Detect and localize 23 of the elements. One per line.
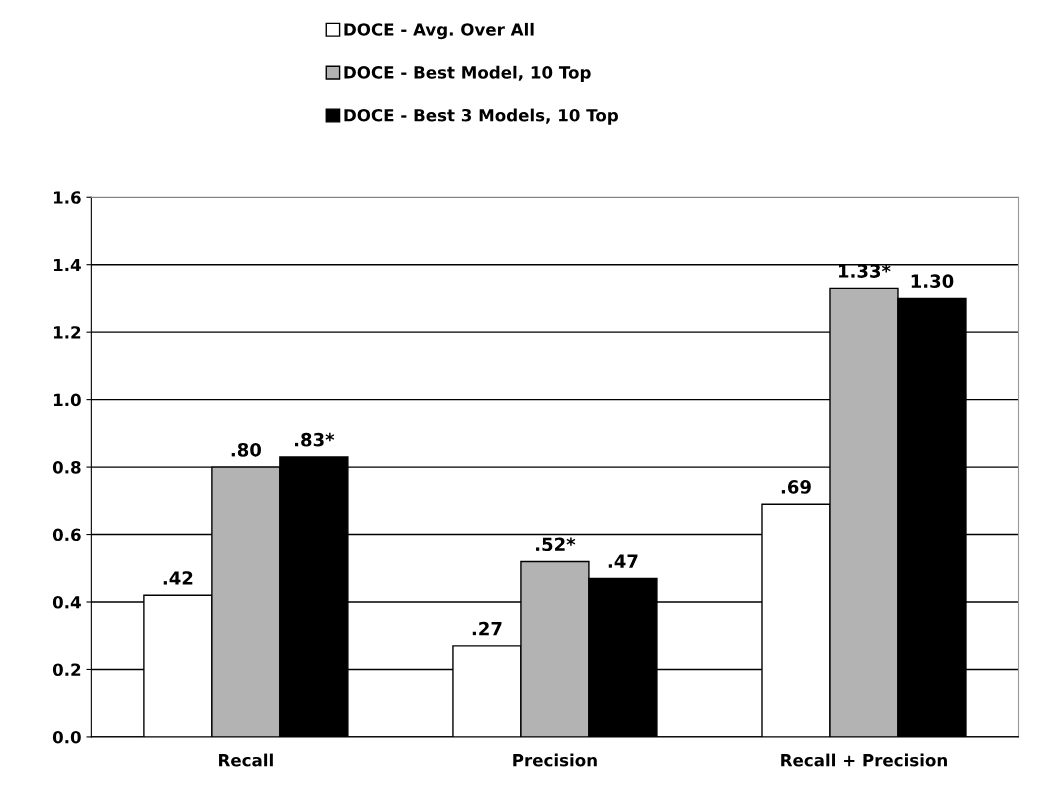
data-label: .52* <box>536 537 576 552</box>
x-tick-label: Precision <box>513 753 597 767</box>
data-label: .80 <box>231 442 261 457</box>
y-tick-label: 1.6 <box>53 191 81 204</box>
x-tick-label: Recall <box>219 753 273 767</box>
y-tick-label: 1.0 <box>53 393 81 407</box>
y-tick-label: 0.2 <box>52 663 81 677</box>
y-tick-label: 1.4 <box>53 258 81 272</box>
y-tick-label: 0.8 <box>52 461 81 474</box>
legend-label: DOCE - Best Model, 10 Top <box>344 65 591 82</box>
legend-label: DOCE - Avg. Over All <box>344 22 534 40</box>
data-label: 1.30 <box>911 274 954 288</box>
data-label: .47 <box>608 554 638 568</box>
data-label: .42 <box>163 571 193 585</box>
data-label: .27 <box>472 621 502 636</box>
data-label: .69 <box>781 480 811 494</box>
y-tick-label: 1.2 <box>53 326 81 339</box>
y-tick-label: 0.4 <box>52 595 81 609</box>
legend-label: DOCE - Best 3 Models, 10 Top <box>344 108 618 125</box>
x-tick-label: Recall + Precision <box>781 753 947 767</box>
data-label: .83* <box>295 432 335 447</box>
y-tick-label: 0.0 <box>52 730 81 744</box>
y-tick-label: 0.6 <box>52 528 81 542</box>
